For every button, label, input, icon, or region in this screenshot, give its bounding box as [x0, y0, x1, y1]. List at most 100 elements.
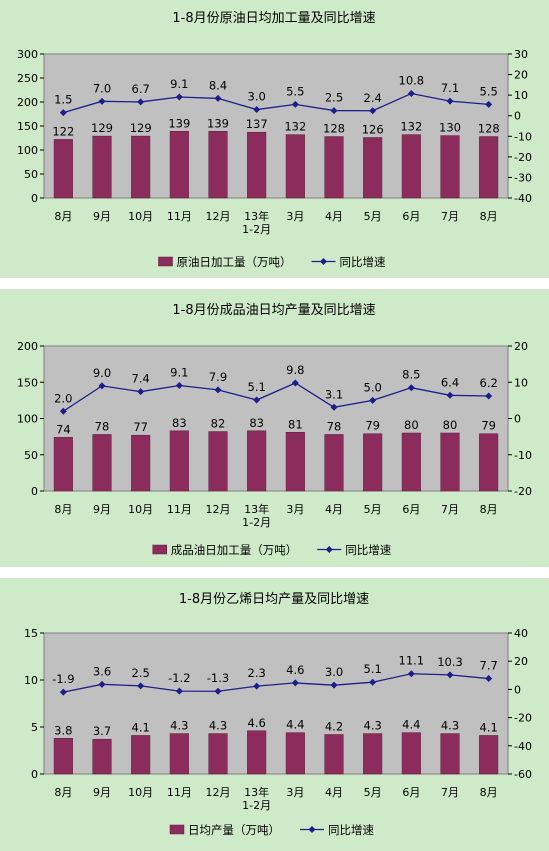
bar — [479, 136, 499, 199]
bar — [401, 732, 421, 775]
line-value-label: 6.4 — [441, 375, 459, 389]
line-marker — [98, 680, 106, 688]
bar — [169, 430, 189, 492]
bar — [131, 434, 151, 492]
bar — [247, 131, 267, 199]
y-tick-label: 0 — [31, 485, 38, 498]
bar — [285, 732, 305, 775]
line-marker — [175, 687, 183, 695]
x-tick-label: 8月 — [480, 503, 498, 516]
line-value-label: 3.1 — [325, 387, 343, 401]
bar-value-label: 128 — [323, 122, 345, 136]
x-tick-label: 7月 — [441, 503, 459, 516]
line-marker — [59, 109, 67, 117]
y2-tick-label: 20 — [514, 340, 528, 353]
line-value-label: 2.5 — [132, 666, 150, 680]
line-value-label: 4.6 — [286, 663, 304, 677]
bar-value-label: 4.3 — [441, 719, 459, 733]
line-marker — [407, 384, 415, 392]
x-tick-label: 3月 — [286, 503, 304, 516]
x-tick-label: 5月 — [364, 503, 382, 516]
x-tick-label: 10月 — [128, 503, 153, 516]
line-marker — [369, 107, 377, 115]
y2-tick-label: -10 — [514, 130, 532, 143]
legend-line-label: 同比增速 — [345, 543, 391, 557]
bar — [479, 433, 499, 492]
bar-value-label: 79 — [481, 419, 496, 433]
x-tick-label: 12月 — [206, 786, 231, 799]
line-marker — [485, 100, 493, 108]
legend-line-label: 同比增速 — [340, 255, 386, 269]
bar-value-label: 126 — [362, 123, 384, 137]
legend-bar-swatch — [158, 256, 173, 267]
chart-refined-oil: 1-8月份成品油日均产量及同比增速 0 50 100 150 200 -20 -10 0 10 20… — [17, 303, 532, 557]
line-marker — [291, 100, 299, 108]
chart-title: 1-8月份成品油日均产量及同比增速 — [172, 303, 375, 318]
line-value-label: 7.4 — [132, 372, 150, 386]
line-value-label: 11.1 — [399, 654, 425, 668]
bar — [324, 136, 344, 199]
bar — [208, 131, 228, 199]
y-tick-label: 200 — [17, 96, 38, 109]
bar — [440, 135, 460, 199]
line-marker — [253, 106, 261, 114]
bar — [131, 135, 151, 199]
line-value-label: 7.0 — [93, 81, 111, 95]
y-tick-label: 10 — [24, 674, 38, 687]
line-marker — [137, 98, 145, 106]
y2-tick-label: 0 — [514, 683, 521, 696]
x-tick-label: 7月 — [441, 210, 459, 223]
bar-value-label: 4.3 — [209, 719, 227, 733]
line-value-label: 5.1 — [364, 662, 382, 676]
legend-bar-label: 成品油日加工量（万吨） — [171, 543, 298, 557]
bar — [208, 733, 228, 775]
plot-area — [43, 345, 509, 492]
line-marker — [59, 407, 67, 415]
line-value-label: 5.5 — [480, 84, 498, 98]
legend-line-marker — [320, 258, 327, 265]
y-tick-label: 0 — [31, 192, 38, 205]
line-value-label: 10.8 — [399, 73, 425, 87]
x-tick-label: 6月 — [402, 210, 420, 223]
bar-value-label: 3.7 — [93, 724, 111, 738]
x-tick-label: 11月 — [167, 210, 192, 223]
bar — [285, 432, 305, 492]
bar-value-label: 82 — [211, 417, 226, 431]
bar-value-label: 78 — [327, 419, 342, 433]
x-tick-label: 12月 — [206, 503, 231, 516]
y2-tick-label: 30 — [514, 48, 528, 61]
bar — [401, 134, 421, 199]
chart-ethylene: 1-8月份乙烯日均产量及同比增速 0 5 10 15 -60 -40 -20 0 20 40 3.8 3… — [24, 592, 532, 837]
x-tick-label: 8月 — [480, 786, 498, 799]
bar-value-label: 132 — [400, 120, 422, 134]
line-value-label: 2.0 — [54, 391, 72, 405]
y2-tick-label: 0 — [514, 110, 521, 123]
legend-line-marker — [308, 826, 316, 833]
y-tick-label: 100 — [17, 413, 38, 426]
line-marker — [214, 94, 222, 102]
y-tick-label: 5 — [31, 721, 38, 734]
bar — [92, 135, 112, 199]
chart-title: 1-8月份原油日均加工量及同比增速 — [172, 11, 375, 26]
x-tick-label: 10月 — [128, 210, 153, 223]
line-value-label: 3.6 — [93, 664, 111, 678]
x-tick-label: 11月 — [167, 786, 192, 799]
x-tick-label: 8月 — [480, 210, 498, 223]
bar-value-label: 81 — [288, 417, 303, 431]
line-marker — [137, 682, 145, 690]
line-value-label: 1.5 — [54, 93, 72, 107]
y-tick-label: 50 — [24, 449, 38, 462]
bar-value-label: 83 — [249, 416, 264, 430]
y2-tick-label: -40 — [514, 192, 532, 205]
x-tick-label: 6月 — [402, 786, 420, 799]
line-value-label: 8.5 — [402, 368, 420, 382]
line-marker — [446, 97, 454, 105]
bar — [363, 733, 383, 775]
bar — [53, 139, 73, 199]
x-tick-label: 4月 — [325, 503, 343, 516]
bar-value-label: 129 — [130, 121, 152, 135]
line-marker — [214, 687, 222, 695]
bar-value-label: 80 — [404, 418, 419, 432]
line-value-label: 6.7 — [132, 82, 150, 96]
bar — [285, 134, 305, 199]
